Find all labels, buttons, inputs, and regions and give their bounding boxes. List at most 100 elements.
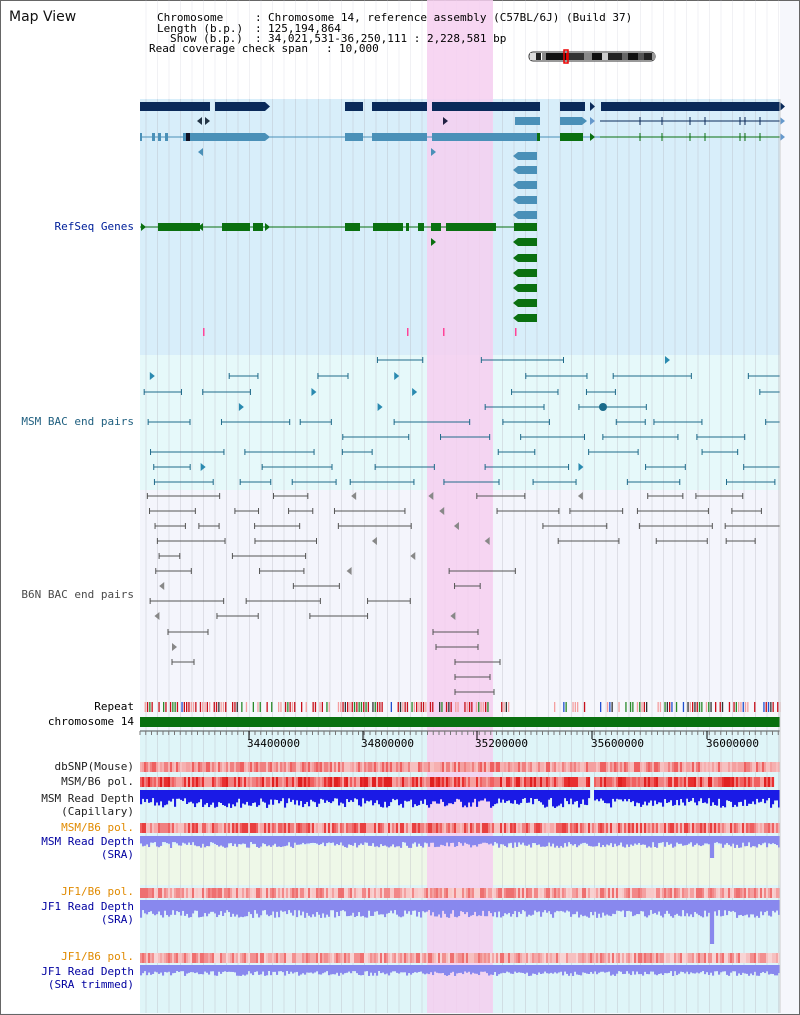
jf1-b6-pol-heat [154, 888, 157, 898]
jf1-b6-pol-heat [722, 888, 725, 898]
dbsnp-heat [734, 762, 737, 772]
msm-sra-depth-bar [320, 836, 323, 845]
msm-b6-pol-heat [566, 777, 569, 787]
msm-sra-depth-bar [574, 836, 577, 845]
dbsnp-heat [350, 762, 353, 772]
msm-b6-pol-heat [186, 777, 189, 787]
msm-capillary-depth-bar [518, 790, 521, 805]
jf1-trimmed-depth-bar [436, 965, 439, 973]
jf1-trimmed-depth-bar [614, 965, 617, 976]
jf1-b6-pol-heat [544, 888, 547, 898]
jf1-b6-pol-trimmed-heat [400, 953, 403, 963]
msm-capillary-depth-bar [636, 790, 639, 803]
jf1-trimmed-depth-bar [622, 965, 625, 975]
track-label-msm-read-depth-capillary[interactable]: MSM Read Depth [41, 792, 134, 805]
track-label-refseq[interactable]: RefSeq Genes [54, 220, 134, 233]
msm-sra-depth-bar [516, 836, 519, 847]
chromosome-key: Chromosome [157, 11, 224, 24]
jf1-sra-depth-bar [574, 900, 577, 915]
msm-b6-pol-heat [342, 777, 345, 787]
jf1-b6-pol-trimmed-heat [576, 953, 579, 963]
msm-sra-depth-bar [380, 836, 383, 845]
jf1-b6-pol-trimmed-heat [270, 953, 273, 963]
dbsnp-heat [700, 762, 703, 772]
jf1-b6-pol-heat [580, 888, 583, 898]
msm-capillary-depth-bar [662, 790, 665, 807]
jf1-sra-depth-bar [308, 900, 311, 916]
msm-capillary-depth-bar [516, 790, 519, 804]
jf1-trimmed-depth-bar [290, 965, 293, 972]
jf1-trimmed-depth-bar [766, 965, 769, 972]
track-label-msm-read-depth-sra[interactable]: MSM Read Depth [41, 835, 134, 848]
track-label-jf1-b6-pol[interactable]: JF1/B6 pol. [61, 885, 134, 898]
track-label-msm-b6-pol-sra[interactable]: MSM/B6 pol. [61, 821, 134, 834]
msm-b6-pol-sra-heat [206, 823, 209, 833]
jf1-sra-depth-bar [388, 900, 391, 913]
gene-arrow [154, 612, 160, 620]
jf1-b6-pol-heat [280, 888, 283, 898]
msm-capillary-depth-bar [762, 790, 765, 799]
jf1-b6-pol-trimmed-heat [706, 953, 709, 963]
msm-capillary-depth-bar [242, 790, 245, 804]
msm-b6-pol-sra-heat [760, 823, 763, 833]
jf1-b6-pol-heat [450, 888, 453, 898]
track-label-jf1-read-depth-trimmed[interactable]: JF1 Read Depth [41, 965, 134, 978]
track-label-b6n-bac[interactable]: B6N BAC end pairs [21, 588, 134, 601]
jf1-b6-pol-heat [230, 888, 233, 898]
track-label-jf1-read-depth-sra[interactable]: JF1 Read Depth [41, 900, 134, 913]
msm-b6-pol-sra-heat [548, 823, 551, 833]
jf1-trimmed-depth-bar [266, 965, 269, 976]
jf1-trimmed-depth-bar [464, 965, 467, 972]
dbsnp-heat [724, 762, 727, 772]
msm-sra-depth-bar [582, 836, 585, 843]
track-label-jf1-b6-pol-trimmed[interactable]: JF1/B6 pol. [61, 950, 134, 963]
msm-sra-depth-bar [740, 836, 743, 848]
msm-capillary-depth-bar [506, 790, 509, 802]
jf1-b6-pol-heat [258, 888, 261, 898]
msm-b6-pol-sra-heat [584, 823, 587, 833]
msm-b6-pol-sra-heat [530, 823, 533, 833]
jf1-b6-pol-heat [188, 888, 191, 898]
jf1-b6-pol-heat [264, 888, 267, 898]
msm-sra-depth-bar [276, 836, 279, 847]
jf1-sra-depth-bar [280, 900, 283, 911]
msm-b6-pol-heat [704, 777, 707, 787]
gene-exon-block [515, 117, 540, 125]
msm-sra-depth-bar [616, 836, 619, 847]
msm-b6-pol-heat [328, 777, 331, 787]
track-label-dbsnp[interactable]: dbSNP(Mouse) [54, 760, 134, 773]
jf1-b6-pol-heat [526, 888, 529, 898]
msm-capillary-depth-bar [178, 790, 181, 799]
track-label-repeat[interactable]: Repeat [94, 700, 134, 713]
msm-sra-depth-bar [348, 836, 351, 845]
jf1-b6-pol-trimmed-heat [262, 953, 265, 963]
msm-sra-depth-bar [248, 836, 251, 848]
msm-sra-depth-bar [156, 836, 159, 847]
msm-b6-pol-heat [668, 777, 671, 787]
msm-b6-pol-heat [748, 777, 751, 787]
msm-b6-pol-sra-heat [216, 823, 219, 833]
dbsnp-heat [648, 762, 651, 772]
jf1-trimmed-depth-bar [566, 965, 569, 974]
msm-b6-pol-sra-heat [378, 823, 381, 833]
jf1-b6-pol-heat [634, 888, 637, 898]
repeat-element [381, 702, 383, 712]
jf1-trimmed-depth-bar [592, 965, 595, 974]
track-label-msm-bac[interactable]: MSM BAC end pairs [21, 415, 134, 428]
repeat-element [671, 702, 673, 712]
msm-b6-pol-sra-heat [616, 823, 619, 833]
jf1-trimmed-depth-bar [220, 965, 223, 974]
jf1-b6-pol-heat [220, 888, 223, 898]
track-label-chromosome[interactable]: chromosome 14 [47, 715, 134, 728]
msm-b6-pol-sra-heat [386, 823, 389, 833]
jf1-b6-pol-trimmed-heat [346, 953, 349, 963]
track-label-msm-b6-pol[interactable]: MSM/B6 pol. [61, 775, 134, 788]
msm-b6-pol-heat [170, 777, 173, 787]
jf1-trimmed-depth-bar [580, 965, 583, 976]
msm-capillary-depth-bar [700, 790, 703, 799]
repeat-element [367, 702, 369, 712]
jf1-sra-depth-bar [410, 900, 413, 915]
jf1-b6-pol-heat [754, 888, 757, 898]
msm-capillary-depth-bar [514, 790, 517, 801]
